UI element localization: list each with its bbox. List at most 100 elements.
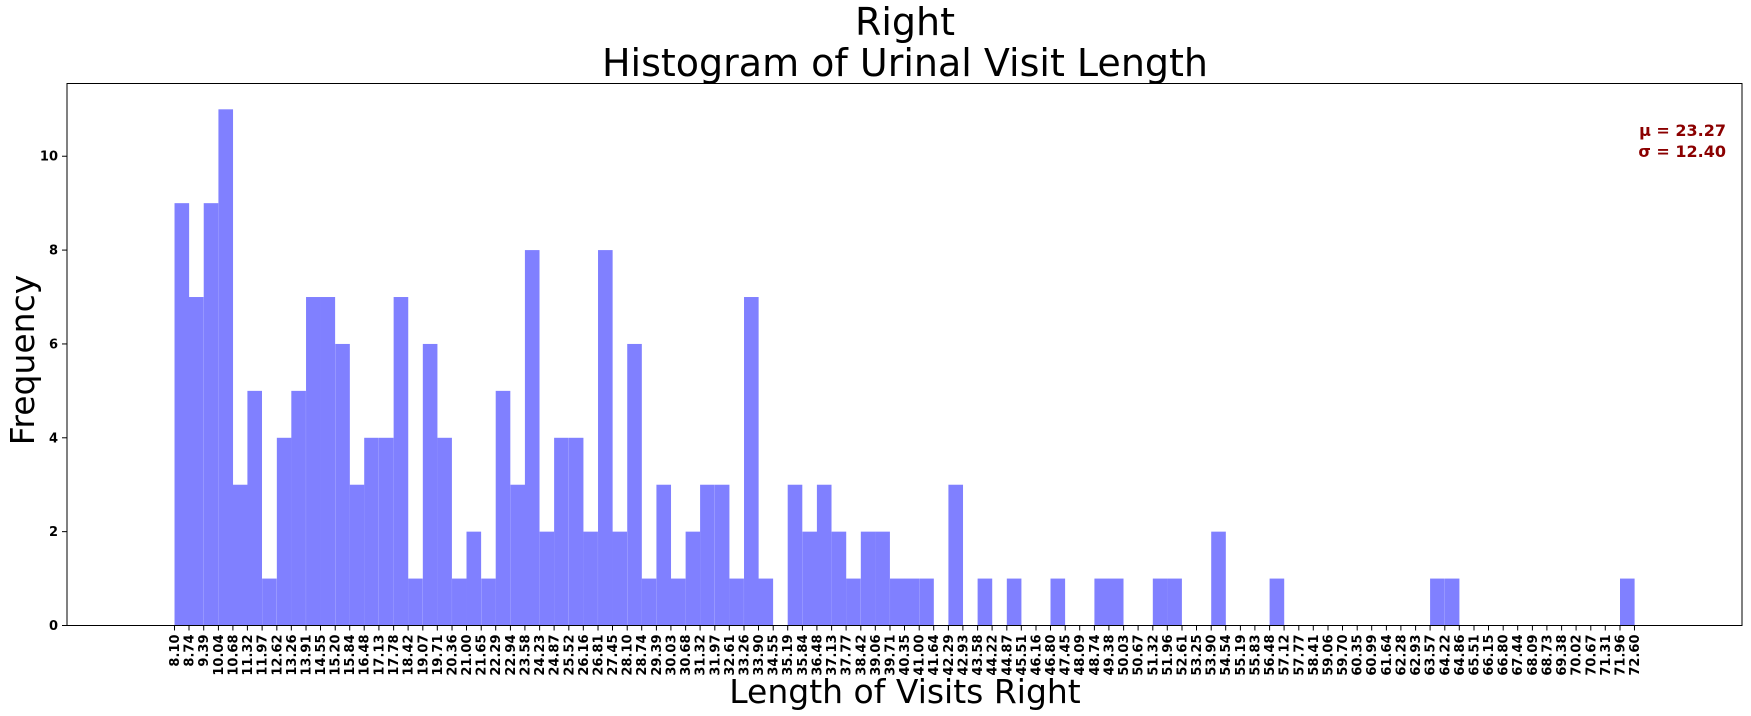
x-tick-label: 25.52: [562, 635, 577, 676]
x-tick-label: 62.93: [1409, 635, 1424, 676]
histogram-bar: [306, 297, 321, 626]
x-tick-label: 42.29: [942, 635, 957, 676]
histogram-bar: [452, 578, 467, 626]
histogram-bar: [612, 531, 628, 626]
x-ticks: 8.10 8.74 9.39 10.04 10.68 11.32 11.97 12.62 13.…: [168, 625, 1643, 676]
x-tick-label: 59.06: [1322, 635, 1337, 676]
x-tick-label: 26.81: [592, 635, 607, 676]
histogram-bar: [174, 203, 190, 626]
x-tick-label: 66.80: [1497, 635, 1512, 676]
x-tick-label: 19.71: [431, 635, 446, 676]
x-tick-label: 18.42: [402, 635, 417, 676]
x-tick-label: 15.20: [329, 635, 344, 676]
histogram-bar: [393, 297, 409, 626]
x-tick-label: 9.39: [197, 635, 212, 667]
y-tick-label: 10: [40, 150, 58, 165]
x-tick-label: 52.61: [1176, 635, 1191, 676]
histogram-bar: [232, 484, 248, 626]
x-tick-label: 41.64: [927, 635, 942, 676]
x-tick-label: 57.77: [1292, 635, 1307, 676]
histogram-bar: [422, 343, 438, 626]
x-tick-label: 62.28: [1394, 635, 1409, 676]
histogram-bar: [189, 297, 204, 626]
x-tick-label: 50.67: [1132, 635, 1147, 676]
histogram-bar: [554, 437, 569, 626]
x-tick-label: 54.54: [1219, 635, 1234, 676]
std-annotation: σ = 12.40: [1638, 142, 1726, 161]
histogram-bar: [364, 437, 379, 626]
x-tick-label: 31.32: [694, 635, 709, 676]
y-tick-label: 6: [49, 337, 58, 352]
x-tick-label: 37.77: [840, 635, 855, 676]
x-tick-label: 28.74: [635, 635, 650, 676]
histogram-bar: [1006, 578, 1022, 626]
histogram-bar: [977, 578, 993, 626]
histogram-bar: [539, 531, 555, 626]
y-tick-label: 2: [49, 525, 58, 540]
x-tick-label: 30.68: [679, 635, 694, 676]
x-tick-label: 39.71: [884, 635, 899, 676]
x-tick-label: 59.70: [1336, 635, 1351, 676]
x-tick-label: 13.91: [300, 635, 315, 676]
x-tick-label: 69.38: [1555, 635, 1570, 676]
x-tick-label: 21.00: [460, 635, 475, 676]
histogram-bar: [831, 531, 847, 626]
histogram-bar: [291, 390, 306, 626]
x-tick-label: 15.84: [343, 635, 358, 676]
histogram-bar: [875, 531, 890, 626]
x-tick-label: 46.16: [1030, 635, 1045, 676]
x-tick-label: 22.94: [504, 635, 519, 676]
x-tick-label: 10.68: [226, 635, 241, 676]
x-tick-label: 21.65: [475, 635, 490, 676]
x-tick-label: 48.09: [1073, 635, 1088, 676]
histogram-bar: [568, 437, 584, 626]
x-tick-label: 51.96: [1161, 635, 1176, 676]
x-tick-label: 70.02: [1570, 635, 1585, 676]
x-tick-label: 8.74: [183, 635, 198, 667]
x-tick-label: 29.39: [650, 635, 665, 676]
x-tick-label: 56.48: [1263, 635, 1278, 676]
x-tick-label: 70.67: [1584, 635, 1599, 676]
x-tick-label: 55.19: [1234, 635, 1249, 676]
histogram-bar: [656, 484, 672, 626]
x-tick-label: 63.57: [1424, 635, 1439, 676]
y-axis-label: Frequency: [3, 275, 42, 445]
histogram-bar: [670, 578, 686, 626]
histogram-bar: [335, 343, 350, 626]
histogram-bar: [641, 578, 657, 626]
x-tick-label: 28.10: [621, 635, 636, 676]
chart-title: Right: [855, 0, 955, 44]
histogram-bar: [890, 578, 905, 626]
x-tick-label: 17.13: [372, 635, 387, 676]
x-tick-label: 39.06: [869, 635, 884, 676]
histogram-bar: [1620, 578, 1635, 626]
x-tick-label: 19.07: [416, 635, 431, 676]
histogram-bar: [1269, 578, 1285, 626]
x-tick-label: 48.74: [1088, 635, 1103, 676]
chart-subtitle: Histogram of Urinal Visit Length: [602, 41, 1208, 85]
x-tick-label: 47.45: [1059, 635, 1074, 676]
x-tick-label: 35.84: [796, 635, 811, 676]
x-tick-label: 57.12: [1278, 635, 1293, 676]
histogram-bars: [174, 109, 1635, 626]
x-axis-label: Length of Visits Right: [729, 672, 1081, 711]
x-tick-label: 61.64: [1380, 635, 1395, 676]
x-tick-label: 68.73: [1540, 635, 1555, 676]
x-tick-label: 16.48: [358, 635, 373, 676]
x-tick-label: 44.87: [1000, 635, 1015, 676]
histogram-bar: [919, 578, 934, 626]
histogram-bar: [860, 531, 876, 626]
histogram-bar: [948, 484, 964, 626]
histogram-bar: [524, 250, 540, 626]
x-tick-label: 38.42: [854, 635, 869, 676]
x-tick-label: 35.19: [781, 635, 796, 676]
histogram-bar: [466, 531, 482, 626]
histogram-bar: [408, 578, 423, 626]
histogram-bar: [247, 390, 263, 626]
x-tick-label: 50.03: [1117, 635, 1132, 676]
x-tick-label: 17.78: [387, 635, 402, 676]
x-tick-label: 67.44: [1511, 635, 1526, 676]
x-tick-label: 40.35: [898, 635, 913, 676]
histogram-bar: [1211, 531, 1226, 626]
